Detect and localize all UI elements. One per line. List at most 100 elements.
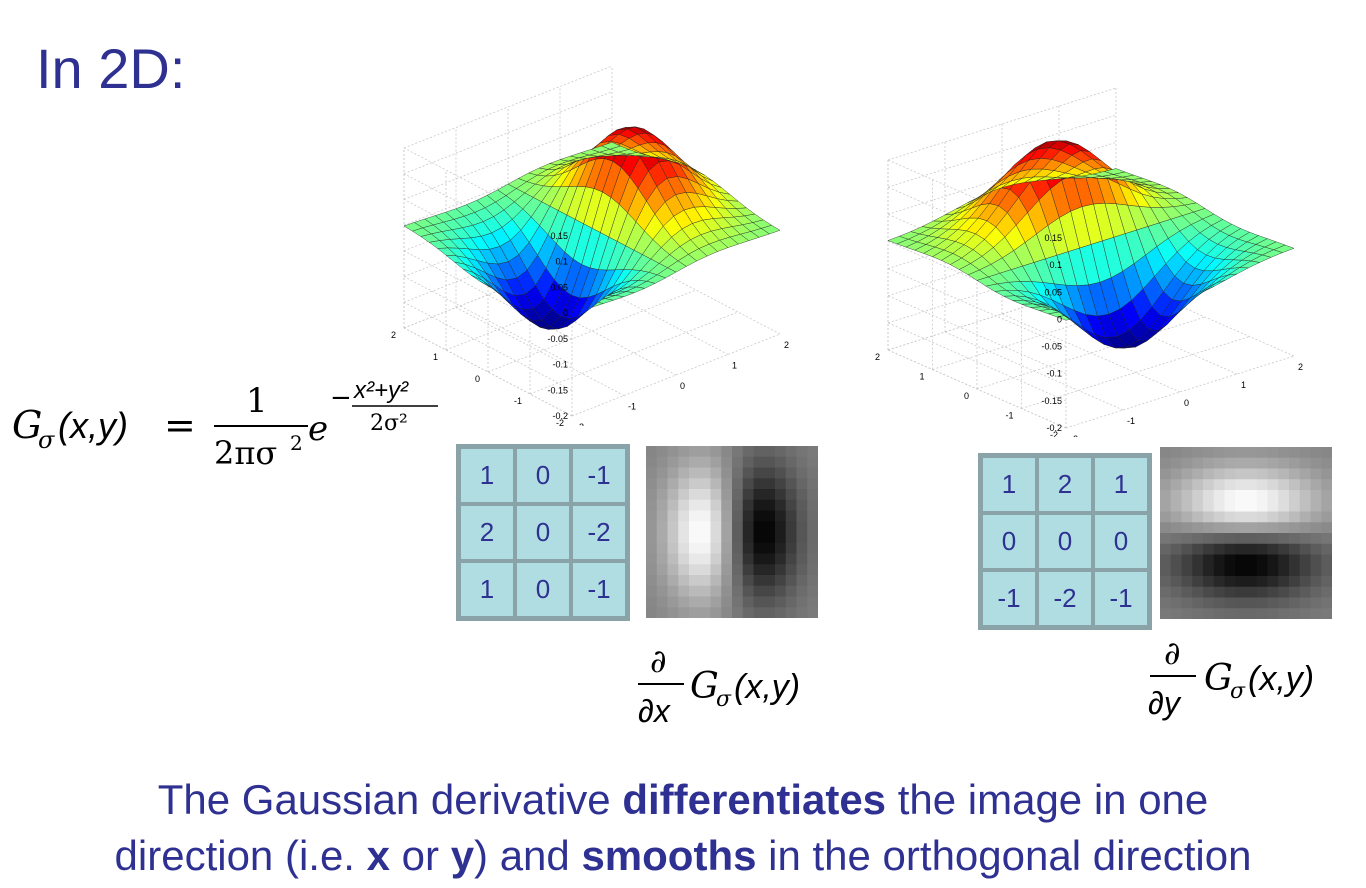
pixel [785, 607, 798, 618]
pixel [1235, 608, 1247, 619]
pixel [667, 585, 679, 598]
pixel [1267, 543, 1279, 556]
slide-caption: The Gaussian derivative differentiates t… [0, 772, 1366, 884]
z-tick-label: -0.1 [552, 360, 568, 370]
pixel [1299, 586, 1312, 599]
pixel [710, 575, 722, 587]
pixel [796, 607, 808, 618]
pixel [1181, 533, 1193, 545]
deriv-partial: ∂ [650, 642, 667, 680]
pixel [656, 478, 669, 490]
pixel [1246, 511, 1258, 523]
pixel [721, 532, 733, 544]
kernel-row: 0 0 0 [981, 513, 1149, 570]
gaussian-dx-image [646, 446, 818, 618]
pixel [1170, 554, 1183, 566]
pixel [1224, 511, 1236, 523]
pixel [721, 446, 733, 458]
pixel [1181, 576, 1193, 588]
pixel [667, 446, 679, 458]
pixel [775, 607, 787, 618]
pixel [1289, 586, 1301, 599]
pixel [1160, 576, 1172, 588]
kernel-cell: 0 [1037, 513, 1093, 570]
pixel [699, 553, 712, 565]
pixel [699, 489, 712, 501]
pixel [1310, 511, 1322, 523]
pixel [1235, 468, 1247, 480]
pixel [1289, 479, 1301, 491]
pixel [764, 575, 776, 587]
gaussian-dy-image [1160, 447, 1332, 619]
kernel-cell: 2 [1037, 456, 1093, 513]
plot-surface [403, 126, 781, 330]
y-tick-label: -2 [556, 418, 564, 426]
pixel [689, 532, 701, 544]
pixel [1160, 522, 1172, 534]
pixel [1170, 447, 1183, 459]
pixel [1299, 522, 1312, 534]
caption-text: direction (i.e. [114, 832, 367, 879]
pixel [656, 456, 669, 469]
pixel [1213, 586, 1226, 599]
pixel [1278, 554, 1290, 566]
pixel [807, 542, 818, 555]
caption-text: ) and [474, 832, 582, 879]
pixel [775, 596, 787, 608]
pixel [1321, 554, 1332, 566]
pixel [785, 542, 798, 555]
pixel [732, 489, 744, 501]
pixel [1310, 457, 1322, 470]
pixel [678, 456, 690, 469]
pixel [721, 553, 733, 565]
pixel [796, 585, 808, 598]
pixel [775, 456, 787, 469]
pixel [785, 596, 798, 608]
pixel [1256, 447, 1269, 459]
pixel [1203, 468, 1215, 480]
pixel [1299, 533, 1312, 545]
pixel [785, 446, 798, 458]
pixel [807, 467, 818, 479]
pixel [1289, 511, 1301, 523]
pixel [656, 446, 669, 458]
kernel-cell: 0 [515, 447, 571, 504]
pixel [646, 478, 658, 490]
z-tick-label: -0.05 [547, 334, 568, 344]
pixel [1310, 447, 1322, 459]
kernel-cell: 1 [1093, 456, 1149, 513]
pixel [656, 467, 669, 479]
pixel [1256, 511, 1269, 523]
pixel [689, 585, 701, 598]
pixel [656, 499, 669, 512]
pixel [753, 585, 765, 598]
y-tick-label: 1 [919, 372, 924, 382]
pixel [1289, 543, 1301, 556]
pixel [1256, 565, 1269, 577]
z-tick-label: 0.1 [555, 257, 568, 267]
pixel [1181, 565, 1193, 577]
pixel [1278, 511, 1290, 523]
kernel-row: 1 0 -1 [459, 561, 627, 618]
pixel [775, 575, 787, 587]
pixel [1299, 468, 1312, 480]
pixel [796, 553, 808, 565]
pixel [1321, 490, 1332, 502]
pixel [1235, 554, 1247, 566]
pixel [1267, 586, 1279, 599]
pixel [775, 532, 787, 544]
kernel-row: 1 2 1 [981, 456, 1149, 513]
pixel [667, 499, 679, 512]
pixel [807, 607, 818, 618]
z-tick-label: -0.1 [1046, 369, 1062, 379]
pixel [678, 575, 690, 587]
pixel [1160, 500, 1172, 513]
pixel [1310, 576, 1322, 588]
z-tick-label: 0.15 [550, 231, 568, 241]
pixel [1160, 490, 1172, 502]
pixel [1203, 586, 1215, 599]
pixel [678, 564, 690, 576]
x-tick-label: 0 [1184, 398, 1189, 408]
pixel [1213, 490, 1226, 502]
grid-line [403, 219, 613, 303]
